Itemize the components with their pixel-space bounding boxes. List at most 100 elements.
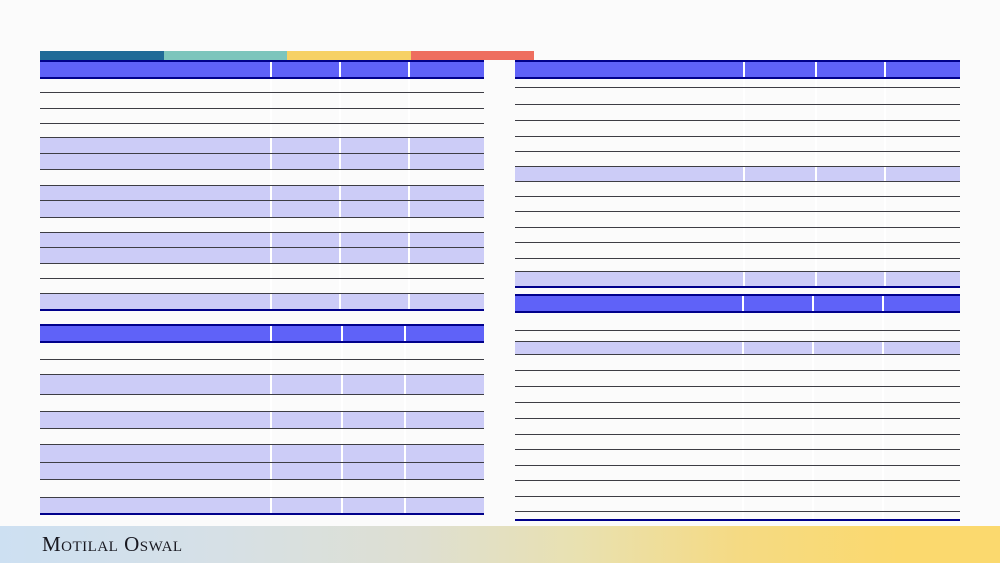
table-cell [884, 152, 960, 166]
table-row [515, 88, 960, 105]
table-cell [270, 248, 339, 263]
table-row [515, 387, 960, 403]
table-cell [743, 62, 815, 77]
table-cell [404, 498, 484, 513]
table-cell [742, 450, 812, 465]
table-cell [339, 109, 408, 123]
table-row [515, 137, 960, 152]
table-cell [404, 326, 484, 341]
table-row [515, 481, 960, 497]
highlight-row [515, 167, 960, 182]
table-cell [742, 435, 812, 449]
table-cell [515, 331, 742, 341]
table-cell [339, 170, 408, 185]
highlight-row [40, 375, 484, 395]
table-cell [815, 88, 884, 104]
table-cell [812, 466, 882, 480]
table-cell [404, 463, 484, 479]
table-cell [40, 412, 270, 428]
table-cell [743, 152, 815, 166]
yellow-accent-segment [287, 51, 411, 60]
table-cell [882, 466, 960, 480]
table-cell [339, 248, 408, 263]
table-cell [884, 167, 960, 181]
table-cell [515, 419, 742, 434]
table-cell [40, 326, 270, 341]
table-cell [339, 62, 408, 77]
table-cell [742, 296, 812, 311]
table-cell [884, 121, 960, 136]
table-cell [515, 512, 742, 519]
table-cell [515, 272, 743, 286]
table-cell [40, 294, 270, 309]
table-cell [341, 326, 404, 341]
table-cell [515, 435, 742, 449]
table-cell [515, 387, 742, 402]
table-cell [40, 124, 270, 137]
table-row [515, 466, 960, 481]
table-cell [270, 79, 339, 92]
table-cell [40, 233, 270, 247]
table-cell [743, 197, 815, 211]
table-cell [40, 93, 270, 108]
table-cell [408, 294, 484, 309]
table-row [40, 279, 484, 294]
table-cell [742, 355, 812, 370]
table-row [40, 343, 484, 360]
teal-accent-segment [163, 51, 287, 60]
highlight-row [40, 248, 484, 264]
table-row [40, 218, 484, 233]
table-cell [339, 279, 408, 293]
table-cell [40, 360, 270, 374]
table-cell [515, 79, 743, 87]
table-cell [515, 371, 742, 386]
table-cell [40, 201, 270, 217]
table-cell [408, 279, 484, 293]
table-cell [812, 371, 882, 386]
table-cell [815, 182, 884, 196]
table-cell [515, 497, 742, 511]
table-cell [408, 218, 484, 232]
table-cell [743, 137, 815, 151]
table-cell [743, 228, 815, 242]
table-cell [812, 419, 882, 434]
table-cell [742, 419, 812, 434]
table-cell [270, 124, 339, 137]
table-cell [339, 264, 408, 278]
table-header-row [515, 60, 960, 79]
table-cell [408, 93, 484, 108]
table-cell [408, 124, 484, 137]
salmon-accent-segment [410, 51, 534, 60]
table-cell [812, 435, 882, 449]
table-cell [743, 182, 815, 196]
table-cell [882, 296, 960, 311]
table-cell [882, 512, 960, 519]
table-cell [743, 121, 815, 136]
table-cell [270, 395, 341, 411]
table-cell [408, 154, 484, 169]
table-cell [408, 79, 484, 92]
table-cell [815, 259, 884, 271]
table-cell [341, 360, 404, 374]
table-cell [884, 62, 960, 77]
table-cell [882, 497, 960, 511]
table-cell [270, 429, 341, 444]
table-cell [815, 197, 884, 211]
table-cell [408, 138, 484, 153]
table-cell [884, 243, 960, 258]
table-cell [339, 294, 408, 309]
table-row [515, 121, 960, 137]
table-cell [270, 463, 341, 479]
highlight-row [40, 412, 484, 429]
table-cell [882, 331, 960, 341]
table-cell [339, 201, 408, 217]
table-cell [270, 294, 339, 309]
table-cell [882, 387, 960, 402]
table-cell [40, 429, 270, 444]
table-cell [40, 480, 270, 497]
table-cell [812, 512, 882, 519]
table-row [515, 313, 960, 331]
table-cell [812, 313, 882, 330]
table-cell [742, 403, 812, 418]
table-cell [884, 79, 960, 87]
